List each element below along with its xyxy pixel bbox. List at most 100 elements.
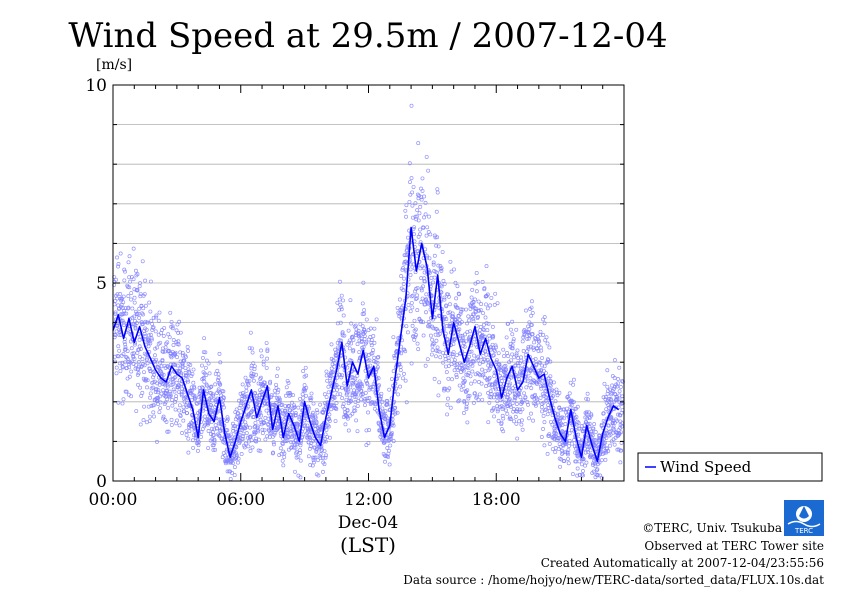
sample-point	[327, 418, 332, 423]
sample-point	[263, 437, 268, 442]
sample-point	[415, 293, 419, 298]
sample-point	[416, 141, 421, 146]
sample-point	[538, 395, 543, 400]
sample-point	[337, 385, 342, 390]
sample-point	[473, 297, 478, 302]
sample-point	[354, 389, 359, 394]
sample-point	[269, 428, 274, 433]
sample-point	[155, 439, 159, 444]
sample-point	[418, 240, 423, 245]
sample-point	[619, 378, 624, 383]
sample-point	[113, 298, 118, 303]
sample-point	[609, 416, 614, 421]
sample-point	[392, 353, 397, 358]
sample-point	[193, 397, 197, 401]
sample-point	[592, 422, 597, 427]
sample-point	[545, 451, 550, 456]
sample-point	[551, 394, 556, 399]
sample-point	[204, 389, 209, 394]
x-tick-label: 00:00	[89, 490, 138, 510]
sample-point	[157, 310, 162, 315]
sample-point	[503, 368, 508, 373]
sample-point	[361, 345, 366, 349]
sample-point	[435, 270, 440, 275]
sample-point	[424, 233, 429, 238]
sample-point	[187, 429, 192, 434]
sample-point	[136, 360, 141, 364]
sample-point	[140, 311, 144, 316]
sample-point	[519, 358, 524, 363]
sample-point	[178, 414, 183, 418]
sample-point	[539, 386, 544, 391]
sample-point	[146, 344, 151, 349]
sample-point	[328, 374, 333, 379]
sample-point	[532, 340, 536, 345]
sample-point	[469, 349, 474, 354]
sample-point	[339, 293, 344, 298]
sample-point	[123, 269, 127, 274]
sample-point	[480, 367, 484, 372]
sample-point	[499, 420, 504, 425]
sample-point	[208, 385, 213, 390]
sample-point	[496, 351, 501, 356]
sample-point	[588, 448, 593, 453]
sample-point	[436, 393, 441, 398]
sample-point	[514, 421, 519, 426]
sample-point	[431, 262, 436, 267]
sample-point	[526, 371, 531, 376]
sample-point	[507, 398, 511, 402]
sample-point	[325, 378, 330, 383]
sample-point	[316, 473, 321, 478]
sample-point	[335, 387, 339, 392]
sample-point	[127, 254, 132, 259]
sample-point	[175, 355, 179, 360]
sample-point	[173, 407, 178, 412]
sample-point	[484, 384, 488, 389]
sample-point	[211, 392, 216, 397]
sample-point	[345, 416, 350, 421]
sample-point	[408, 262, 413, 267]
sample-point	[433, 235, 438, 240]
sample-point	[298, 475, 303, 480]
sample-point	[332, 395, 337, 400]
sample-point	[367, 428, 372, 432]
sample-point	[345, 387, 350, 392]
sample-point	[447, 386, 452, 391]
sample-point	[300, 434, 305, 439]
sample-point	[324, 453, 329, 458]
sample-point	[338, 392, 343, 397]
sample-point	[266, 423, 271, 427]
sample-point	[461, 384, 466, 389]
sample-point	[280, 442, 285, 446]
sample-point	[574, 415, 579, 420]
sample-point	[615, 397, 620, 401]
sample-point	[332, 361, 337, 366]
sample-point	[360, 384, 365, 389]
sample-point	[303, 423, 307, 428]
sample-point	[168, 391, 173, 396]
sample-point	[540, 356, 544, 360]
x-axis-unit-label: (LST)	[340, 533, 396, 557]
sample-point	[176, 385, 181, 390]
sample-point	[495, 409, 500, 414]
sample-point	[446, 376, 451, 381]
sample-point	[154, 386, 159, 391]
sample-point	[367, 395, 372, 400]
sample-point	[615, 418, 619, 423]
sample-point	[221, 405, 226, 410]
sample-point	[339, 375, 344, 380]
sample-point	[275, 366, 280, 371]
sample-point	[603, 457, 608, 462]
sample-point	[603, 440, 607, 445]
sample-point	[246, 413, 251, 418]
sample-point	[504, 408, 509, 413]
sample-point	[389, 436, 394, 441]
sample-point	[422, 279, 427, 283]
sample-point	[315, 432, 320, 436]
sample-point	[203, 350, 208, 355]
sample-point	[359, 388, 364, 393]
sample-point	[508, 404, 513, 409]
sample-point	[251, 361, 256, 366]
sample-point	[115, 255, 119, 260]
sample-point	[293, 469, 297, 474]
